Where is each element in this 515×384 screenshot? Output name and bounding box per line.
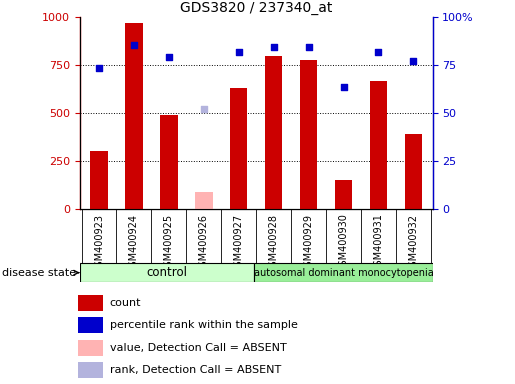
Bar bbox=[160, 115, 178, 209]
Point bbox=[339, 84, 348, 91]
Text: count: count bbox=[110, 298, 141, 308]
Text: rank, Detection Call = ABSENT: rank, Detection Call = ABSENT bbox=[110, 365, 281, 375]
Point bbox=[235, 49, 243, 55]
Point bbox=[95, 65, 103, 71]
Bar bbox=[230, 88, 248, 209]
Text: percentile rank within the sample: percentile rank within the sample bbox=[110, 320, 298, 330]
Text: GSM400927: GSM400927 bbox=[234, 214, 244, 273]
Point bbox=[165, 54, 173, 60]
Point bbox=[409, 58, 418, 65]
Bar bbox=[265, 56, 282, 209]
Bar bbox=[80, 263, 254, 282]
Text: GSM400930: GSM400930 bbox=[338, 214, 349, 273]
Text: value, Detection Call = ABSENT: value, Detection Call = ABSENT bbox=[110, 343, 287, 353]
Text: autosomal dominant monocytopenia: autosomal dominant monocytopenia bbox=[254, 268, 434, 278]
Bar bbox=[335, 180, 352, 209]
Text: GSM400929: GSM400929 bbox=[304, 214, 314, 273]
Text: GSM400926: GSM400926 bbox=[199, 214, 209, 273]
Bar bbox=[125, 23, 143, 209]
Text: disease state: disease state bbox=[2, 268, 79, 278]
Bar bbox=[195, 192, 213, 209]
Point bbox=[374, 49, 383, 55]
Text: GSM400931: GSM400931 bbox=[373, 214, 384, 273]
Bar bbox=[254, 263, 433, 282]
Text: GSM400924: GSM400924 bbox=[129, 214, 139, 273]
Text: control: control bbox=[147, 266, 187, 279]
Point bbox=[269, 44, 278, 50]
Point bbox=[200, 106, 208, 113]
Bar bbox=[300, 61, 317, 209]
Text: GSM400923: GSM400923 bbox=[94, 214, 104, 273]
Bar bbox=[370, 81, 387, 209]
Bar bbox=[405, 134, 422, 209]
Text: GSM400928: GSM400928 bbox=[269, 214, 279, 273]
Text: GSM400932: GSM400932 bbox=[408, 214, 418, 273]
Bar bbox=[78, 295, 103, 311]
Bar bbox=[90, 151, 108, 209]
Text: GSM400925: GSM400925 bbox=[164, 214, 174, 273]
Point bbox=[304, 44, 313, 50]
Bar bbox=[78, 340, 103, 356]
Bar bbox=[78, 317, 103, 333]
Bar bbox=[78, 362, 103, 378]
Title: GDS3820 / 237340_at: GDS3820 / 237340_at bbox=[180, 1, 332, 15]
Point bbox=[130, 42, 138, 48]
